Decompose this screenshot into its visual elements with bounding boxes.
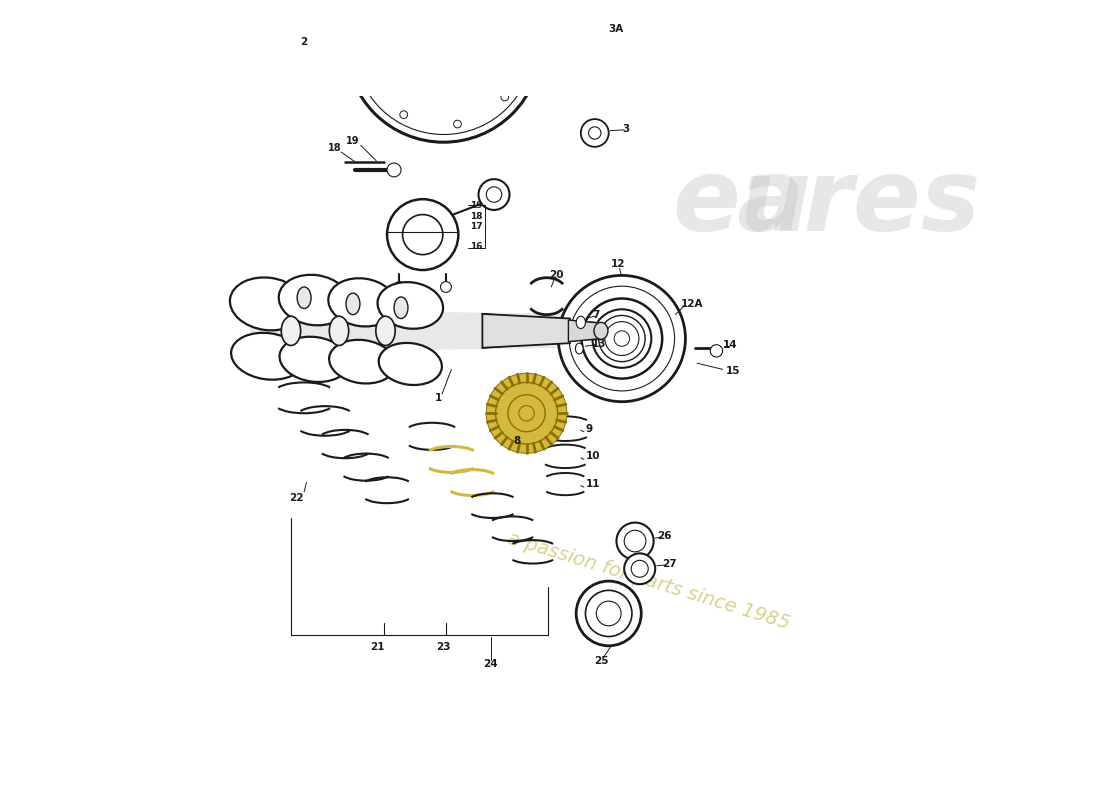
- Circle shape: [581, 119, 608, 147]
- Text: 20: 20: [549, 270, 563, 280]
- Text: 15: 15: [726, 366, 740, 376]
- Ellipse shape: [329, 340, 395, 383]
- Ellipse shape: [329, 316, 349, 346]
- Ellipse shape: [279, 337, 349, 382]
- Text: 3A: 3A: [608, 24, 624, 34]
- Ellipse shape: [230, 278, 306, 330]
- Text: 24: 24: [484, 659, 498, 670]
- Text: 11: 11: [585, 479, 600, 489]
- Text: a passion for parts since 1985: a passion for parts since 1985: [505, 529, 793, 634]
- Text: 19: 19: [346, 136, 360, 146]
- Text: 21: 21: [371, 642, 385, 651]
- Circle shape: [478, 179, 509, 210]
- Text: 12: 12: [610, 259, 625, 269]
- Ellipse shape: [346, 293, 360, 314]
- Text: 1: 1: [434, 393, 442, 403]
- Circle shape: [624, 554, 656, 584]
- Ellipse shape: [231, 333, 305, 380]
- Polygon shape: [483, 314, 570, 348]
- Ellipse shape: [377, 282, 443, 329]
- Circle shape: [711, 345, 723, 357]
- Text: 22: 22: [289, 493, 304, 503]
- Text: 10: 10: [585, 451, 600, 462]
- Ellipse shape: [576, 316, 585, 329]
- Circle shape: [486, 373, 566, 454]
- Ellipse shape: [278, 274, 350, 326]
- Text: 3: 3: [623, 124, 629, 134]
- Circle shape: [387, 199, 459, 270]
- Text: 25: 25: [594, 656, 608, 666]
- Circle shape: [394, 282, 405, 292]
- Text: 7: 7: [593, 310, 600, 320]
- Circle shape: [346, 0, 540, 142]
- Ellipse shape: [282, 316, 300, 346]
- Ellipse shape: [297, 287, 311, 309]
- Circle shape: [576, 581, 641, 646]
- Text: eu: eu: [672, 155, 812, 252]
- Text: 18: 18: [328, 143, 341, 154]
- Text: 26: 26: [658, 531, 672, 542]
- Polygon shape: [569, 320, 601, 342]
- Circle shape: [427, 29, 461, 63]
- Text: 27: 27: [662, 559, 676, 569]
- Circle shape: [559, 275, 685, 402]
- Text: 8: 8: [514, 436, 521, 446]
- Text: 12A: 12A: [681, 299, 704, 309]
- Text: 2: 2: [300, 37, 308, 47]
- Ellipse shape: [394, 297, 408, 318]
- Ellipse shape: [594, 322, 608, 339]
- Text: ares: ares: [736, 155, 980, 252]
- Ellipse shape: [575, 343, 583, 354]
- Ellipse shape: [376, 316, 395, 346]
- Polygon shape: [250, 310, 575, 353]
- Circle shape: [440, 282, 451, 292]
- Circle shape: [387, 163, 402, 177]
- Text: 19: 19: [470, 201, 483, 210]
- Text: 17: 17: [470, 222, 483, 230]
- Text: 14: 14: [723, 340, 738, 350]
- Text: 9: 9: [585, 424, 593, 434]
- Circle shape: [616, 522, 653, 559]
- Text: 23: 23: [437, 642, 451, 651]
- Ellipse shape: [328, 278, 396, 326]
- Text: 18: 18: [470, 212, 483, 221]
- Text: 13: 13: [592, 339, 606, 349]
- Text: 16: 16: [470, 242, 483, 251]
- Ellipse shape: [378, 343, 442, 385]
